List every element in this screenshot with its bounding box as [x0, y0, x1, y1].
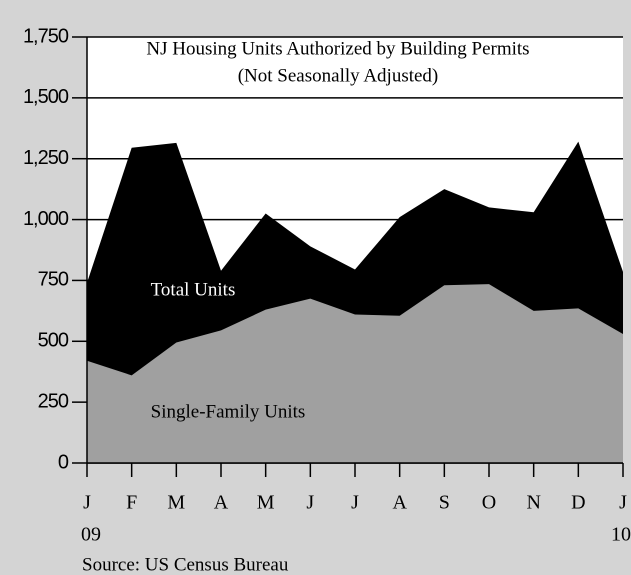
series-label: Total Units — [151, 279, 236, 300]
y-tick-label: 1,000 — [23, 208, 69, 230]
x-tick-label: J — [619, 492, 627, 514]
y-tick-label: 0 — [58, 451, 69, 473]
x-tick-label: M — [257, 492, 275, 514]
y-tick-label: 1,250 — [23, 147, 69, 169]
x-tick-label: J — [306, 492, 314, 514]
series-label: Single-Family Units — [151, 401, 306, 422]
area — [87, 284, 623, 463]
y-tick-label: 750 — [38, 269, 69, 291]
chart-title: NJ Housing Units Authorized by Building … — [146, 38, 529, 59]
x-tick-label: A — [392, 492, 407, 514]
x-tick-label: F — [126, 492, 137, 514]
x-tick-label: D — [571, 492, 585, 514]
x-tick-label: M — [167, 492, 185, 514]
x-sublabel: 09 — [81, 524, 101, 546]
x-tick-label: N — [526, 492, 540, 514]
x-sublabel: 10 — [611, 524, 631, 546]
source: Source: US Census Bureau — [82, 554, 289, 575]
y-tick-label: 250 — [38, 390, 69, 412]
x-tick-label: J — [351, 492, 359, 514]
chart-subtitle: (Not Seasonally Adjusted) — [238, 65, 439, 86]
y-tick-label: 500 — [38, 330, 69, 352]
x-tick-label: A — [214, 492, 229, 514]
y-tick-label: 1,750 — [23, 25, 69, 47]
y-tick-label: 1,500 — [23, 86, 69, 108]
x-tick-label: S — [439, 492, 450, 514]
x-tick-label: J — [83, 492, 91, 514]
x-tick-label: O — [482, 492, 496, 514]
